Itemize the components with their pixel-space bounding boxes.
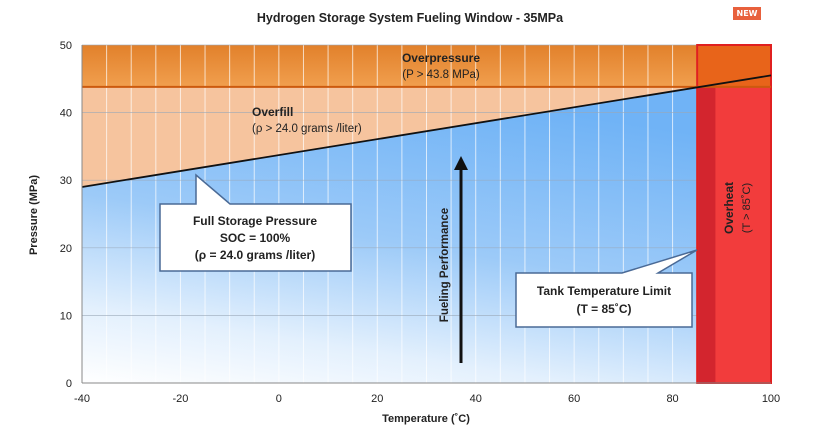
full-storage-callout-line3: (ρ = 24.0 grams /liter) <box>195 248 315 262</box>
y-axis-label: Pressure (MPa) <box>28 175 40 255</box>
y-tick-label: 0 <box>66 378 72 390</box>
y-tick-label: 10 <box>60 310 72 322</box>
x-tick-label: 100 <box>762 393 780 405</box>
x-tick-label: 20 <box>371 393 383 405</box>
overpressure-sublabel: (P > 43.8 MPa) <box>402 69 480 81</box>
arrow-head <box>454 156 468 170</box>
overheat-sublabel: (T > 85˚C) <box>741 183 753 233</box>
fueling-performance-arrow <box>454 156 468 363</box>
tank-temperature-callout-box <box>515 249 698 328</box>
overpressure-label: Overpressure <box>402 51 480 65</box>
overfill-sublabel: (ρ > 24.0 grams /liter) <box>252 123 362 135</box>
tank-temperature-callout-line2: (T = 85˚C) <box>576 302 631 316</box>
tank-temperature-callout: Tank Temperature Limit (T = 85˚C) <box>515 249 698 328</box>
x-tick-labels: -40 -20 0 20 40 60 80 100 <box>74 393 780 405</box>
full-storage-callout-line2: SOC = 100% <box>220 231 291 245</box>
overheat-label: Overheat <box>722 182 736 234</box>
y-tick-labels: 0 10 20 30 40 50 <box>60 40 72 390</box>
tank-temperature-callout-line1: Tank Temperature Limit <box>537 284 671 298</box>
y-tick-label: 50 <box>60 40 72 52</box>
full-storage-callout-box <box>159 173 352 272</box>
full-storage-line <box>81 74 772 188</box>
overheat-dark-stripe <box>698 86 716 384</box>
y-tick-label: 20 <box>60 243 72 255</box>
overfill-label: Overfill <box>252 105 293 119</box>
x-tick-label: 0 <box>276 393 282 405</box>
x-tick-label: -40 <box>74 393 90 405</box>
new-badge: NEW <box>733 7 761 20</box>
x-tick-label: 80 <box>666 393 678 405</box>
full-storage-callout-line1: Full Storage Pressure <box>193 214 317 228</box>
chart-title: Hydrogen Storage System Fueling Window -… <box>257 11 564 25</box>
y-tick-label: 40 <box>60 108 72 120</box>
overheat-overlap <box>698 46 770 87</box>
full-storage-callout: Full Storage Pressure SOC = 100% (ρ = 24… <box>159 173 352 272</box>
x-tick-label: 60 <box>568 393 580 405</box>
x-axis-label: Temperature (˚C) <box>382 413 470 425</box>
x-tick-label: 40 <box>470 393 482 405</box>
y-tick-label: 30 <box>60 175 72 187</box>
x-tick-label: -20 <box>172 393 188 405</box>
fueling-performance-label: Fueling Performance <box>439 208 451 322</box>
